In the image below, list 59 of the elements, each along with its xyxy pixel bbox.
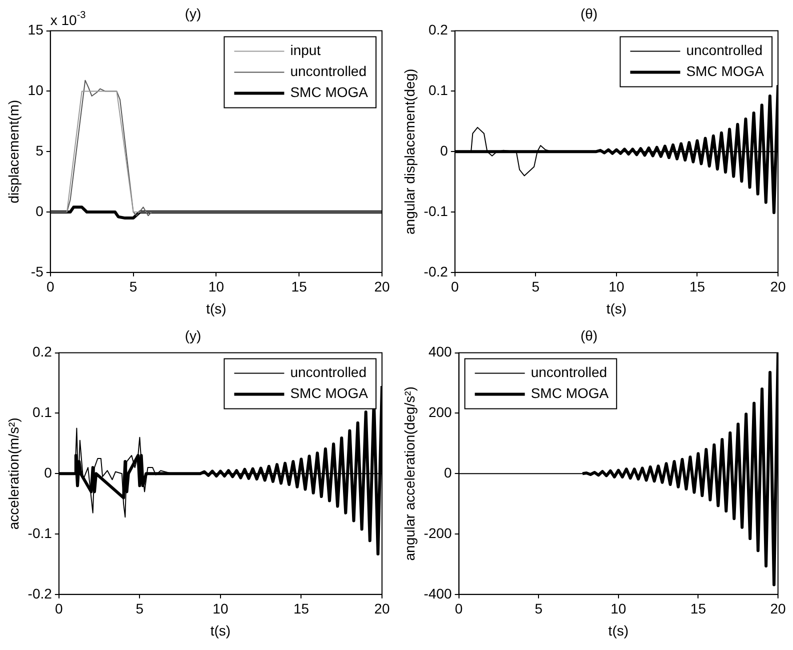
y-tick-label: 0.1: [32, 404, 52, 420]
y-tick-label: 5: [36, 142, 44, 158]
y-tick-label: -0.2: [28, 585, 52, 602]
y-tick-label: -200: [424, 524, 452, 541]
x-tick-label: 15: [293, 600, 310, 617]
y-tick-label: -400: [424, 585, 452, 602]
x-tick-label: 5: [532, 278, 540, 295]
y-tick-label: -0.2: [424, 263, 448, 280]
x-tick-label: 15: [291, 278, 308, 295]
x-tick-label: 15: [689, 278, 706, 295]
x-tick-label: 20: [374, 278, 390, 295]
legend-label: SMC MOGA: [290, 385, 369, 402]
x-tick-label: 5: [136, 600, 144, 617]
y-axis-title: displacement(m): [5, 100, 22, 204]
y-tick-label: -0.1: [28, 524, 52, 541]
chart-title: (θ): [580, 327, 598, 344]
chart-title: (y): [184, 5, 202, 22]
x-tick-label: 20: [770, 600, 786, 617]
y-tick-label: 0.1: [428, 82, 448, 98]
x-tick-label: 5: [534, 600, 543, 617]
y-tick-label: 0.2: [32, 344, 52, 360]
legend-label: SMC MOGA: [686, 63, 765, 80]
legend-label: uncontrolled: [530, 364, 608, 380]
y-axis-title: acceleration(m/s²): [5, 418, 22, 530]
y-tick-label: 0: [36, 202, 44, 219]
y-tick-label: 0: [44, 464, 52, 480]
y-tick-label: 0.2: [428, 22, 448, 38]
legend-label: input: [290, 42, 321, 58]
x-tick-label: 10: [212, 600, 228, 617]
x-axis-title: t(s): [206, 300, 226, 316]
y-tick-label: 0: [444, 464, 452, 480]
chart-title: (y): [184, 327, 202, 344]
x-tick-label: 20: [770, 278, 786, 295]
legend-label: SMC MOGA: [290, 84, 369, 100]
x-axis-title: t(s): [210, 622, 231, 638]
y-axis-title: angular acceleration(deg/s²): [401, 386, 418, 561]
x-tick-label: 20: [374, 600, 390, 617]
y-tick-label: -0.1: [424, 202, 448, 219]
y-tick-label: 15: [28, 22, 44, 38]
x-tick-label: 5: [129, 278, 138, 295]
legend-label: uncontrolled: [290, 364, 366, 380]
chart-title: (θ): [580, 5, 598, 22]
legend-label: uncontrolled: [290, 63, 366, 80]
x-axis-title: t(s): [606, 300, 627, 316]
x-tick-label: 0: [454, 600, 463, 617]
y-axis-title: angular displacement(deg): [401, 68, 418, 234]
x-tick-label: 0: [55, 600, 64, 617]
x-tick-label: 15: [690, 600, 706, 617]
y-tick-label: -5: [30, 263, 44, 280]
y-tick-label: 10: [28, 82, 44, 98]
y-tick-label: 0: [440, 142, 448, 158]
x-axis-title: t(s): [608, 622, 629, 638]
y-tick-label: 200: [428, 404, 452, 420]
legend-label: SMC MOGA: [530, 385, 610, 402]
x-tick-label: 10: [208, 278, 224, 295]
legend-label: uncontrolled: [686, 42, 762, 58]
x-tick-label: 10: [608, 278, 624, 295]
x-tick-label: 10: [610, 600, 626, 617]
y-tick-label: 400: [428, 344, 452, 360]
